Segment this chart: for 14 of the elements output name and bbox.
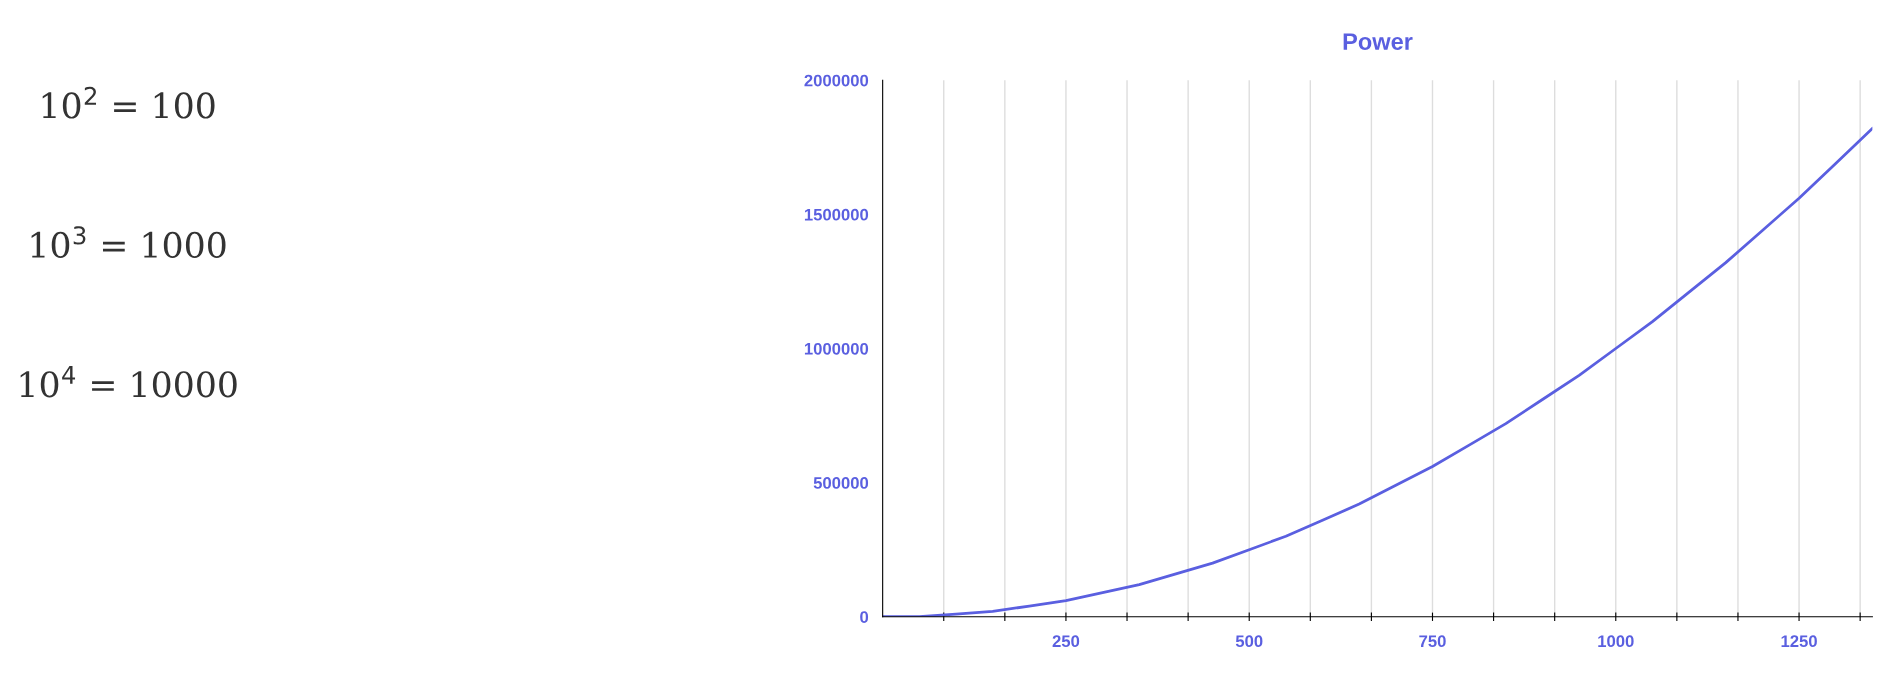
y-tick-label: 500000 [813,477,869,489]
x-tick-label: 1000 [1598,635,1634,648]
x-tick-label: 1250 [1781,635,1817,648]
chart-title: Power [1343,33,1413,50]
x-tick-label: 500 [1235,635,1263,648]
text: 10$^{4}$ = 10000 [20,365,237,398]
x-tick-label: 750 [1419,635,1446,648]
y-tick-label: 1500000 [804,208,869,221]
y-tick-label: 1000000 [804,342,869,355]
text: 10$^{2}$ = 100 [42,86,215,119]
x-tick-label: 250 [1052,635,1080,648]
text: 10$^{3}$ = 1000 [31,226,226,259]
y-tick-label: 2000000 [804,74,869,87]
y-tick-label: 0 [860,611,869,623]
